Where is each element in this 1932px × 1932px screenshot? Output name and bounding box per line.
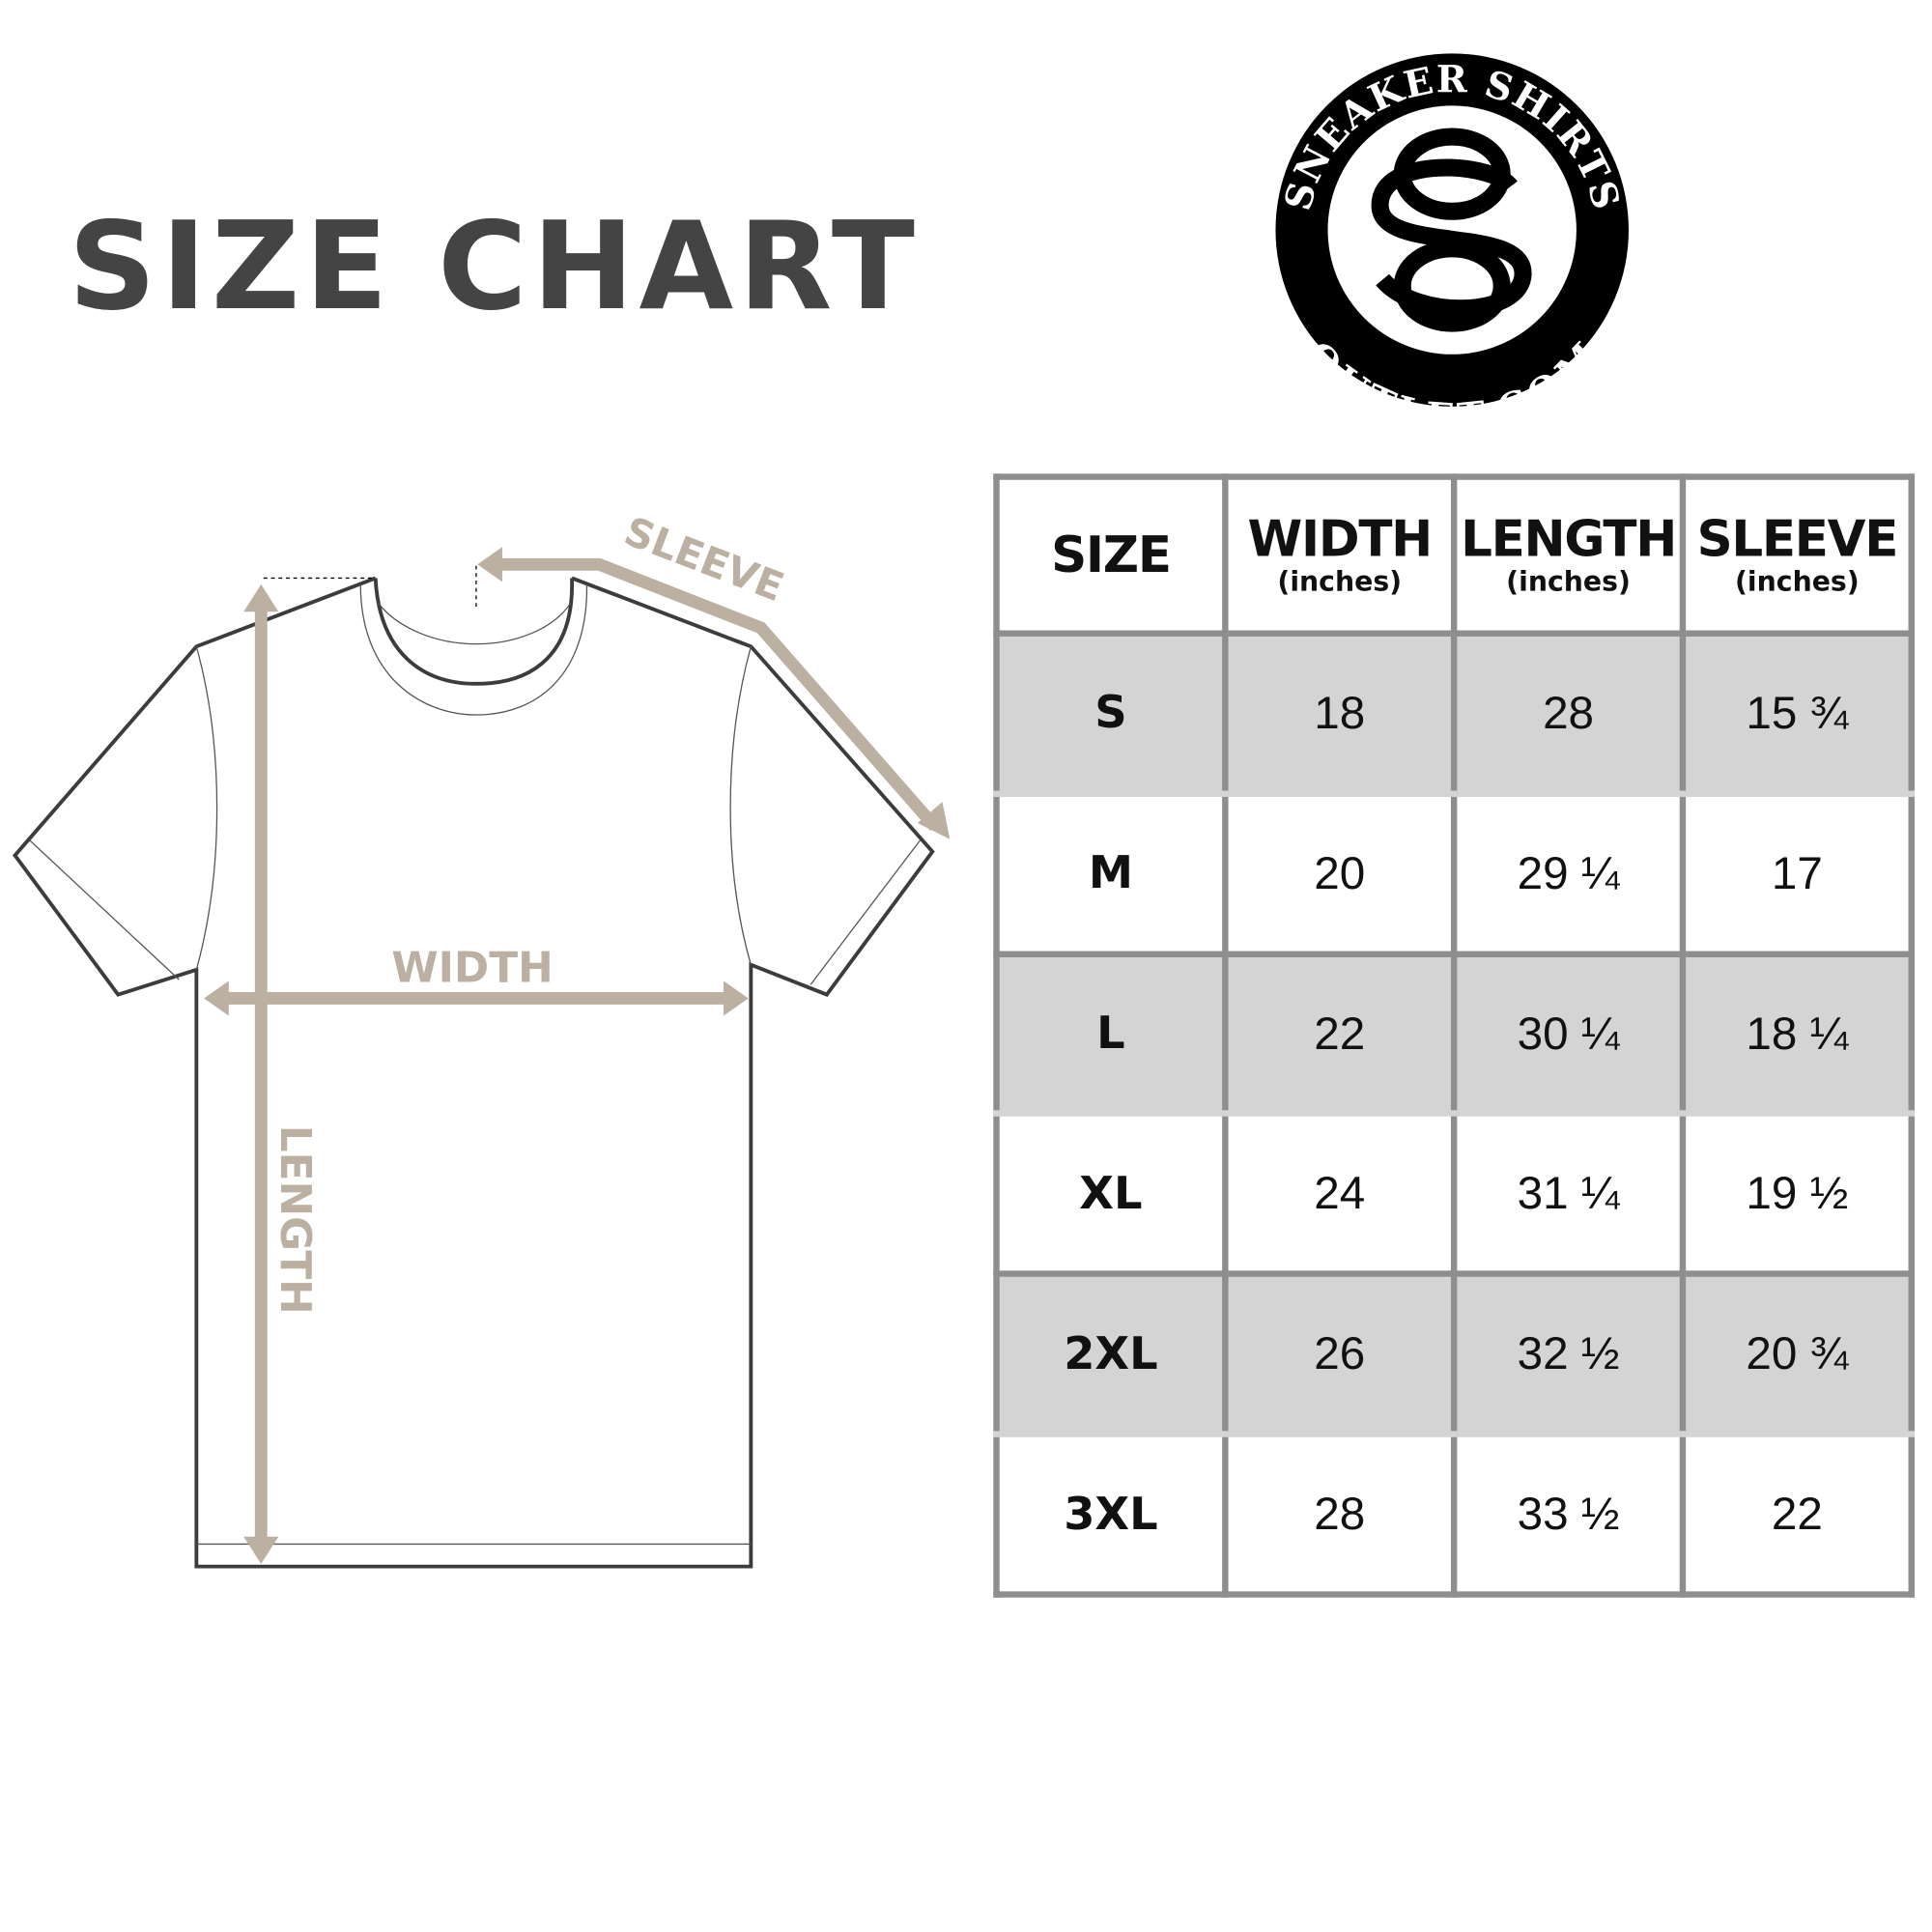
width-cell: 18 — [1222, 630, 1458, 797]
width-cell: 24 — [1222, 1110, 1458, 1278]
header-unit: (inches) — [1277, 566, 1403, 598]
length-cell: 30 ¼ — [1450, 951, 1687, 1118]
length-cell: 29 ¼ — [1450, 790, 1687, 957]
header-unit: (inches) — [1506, 566, 1631, 598]
size-cell: XL — [993, 1110, 1229, 1278]
header-label: SLEEVE — [1696, 510, 1899, 568]
sleeve-cell: 19 ½ — [1679, 1110, 1915, 1278]
header-width: WIDTH (inches) — [1222, 473, 1458, 637]
sleeve-cell: 15 ¾ — [1679, 630, 1915, 797]
sleeve-arrow — [491, 557, 940, 832]
header-unit: (inches) — [1734, 566, 1860, 598]
sleeve-cell: 17 — [1679, 790, 1915, 957]
size-cell: M — [993, 790, 1229, 957]
size-cell: 2XL — [993, 1270, 1229, 1437]
title-word-chart: CHART — [438, 196, 921, 339]
table-row: M 20 29 ¼ 17 — [993, 790, 1915, 957]
sleeve-cell: 20 ¾ — [1679, 1270, 1915, 1437]
length-label: LENGTH — [270, 1125, 320, 1315]
sleeve-label: SLEEVE — [618, 508, 790, 611]
table-header-row: SIZE WIDTH (inches) LENGTH (inches) SLEEVE… — [993, 473, 1915, 637]
width-label: WIDTH — [391, 944, 553, 993]
brand-logo: SNEAKER SHIRTS OUTLET.COM — [1275, 53, 1629, 440]
size-cell: L — [993, 951, 1229, 1118]
width-cell: 22 — [1222, 951, 1458, 1118]
logo-monogram — [1371, 128, 1532, 332]
tshirt-outline — [12, 576, 935, 1569]
table-row: 3XL 28 33 ½ 22 — [993, 1431, 1915, 1598]
table-row: L 22 30 ¼ 18 ¼ — [993, 951, 1915, 1118]
width-cell: 20 — [1222, 790, 1458, 957]
size-table: SIZE WIDTH (inches) LENGTH (inches) SLEEVE… — [993, 473, 1915, 1598]
header-sleeve: SLEEVE (inches) — [1679, 473, 1915, 637]
length-cell: 33 ½ — [1450, 1431, 1687, 1598]
table-row: 2XL 26 32 ½ 20 ¾ — [993, 1270, 1915, 1437]
width-cell: 28 — [1222, 1431, 1458, 1598]
table-row: XL 24 31 ¼ 19 ½ — [993, 1110, 1915, 1278]
title-word-size: SIZE — [68, 196, 393, 339]
page-title: SIZE CHART — [69, 196, 965, 338]
tshirt-diagram: WIDTH LENGTH SLEEVE — [12, 508, 951, 1569]
header-length: LENGTH (inches) — [1450, 473, 1687, 637]
size-cell: 3XL — [993, 1431, 1229, 1598]
measure-arrows — [213, 557, 940, 1552]
length-cell: 32 ½ — [1450, 1270, 1687, 1437]
width-cell: 26 — [1222, 1270, 1458, 1437]
header-label: WIDTH — [1247, 510, 1434, 568]
length-cell: 28 — [1450, 630, 1687, 797]
header-label: SIZE — [1051, 526, 1172, 584]
sleeve-cell: 22 — [1679, 1431, 1915, 1598]
header-size: SIZE — [993, 473, 1229, 637]
size-cell: S — [993, 630, 1229, 797]
table-row: S 18 28 15 ¾ — [993, 630, 1915, 797]
sleeve-cell: 18 ¼ — [1679, 951, 1915, 1118]
header-label: LENGTH — [1461, 510, 1677, 568]
length-cell: 31 ¼ — [1450, 1110, 1687, 1278]
